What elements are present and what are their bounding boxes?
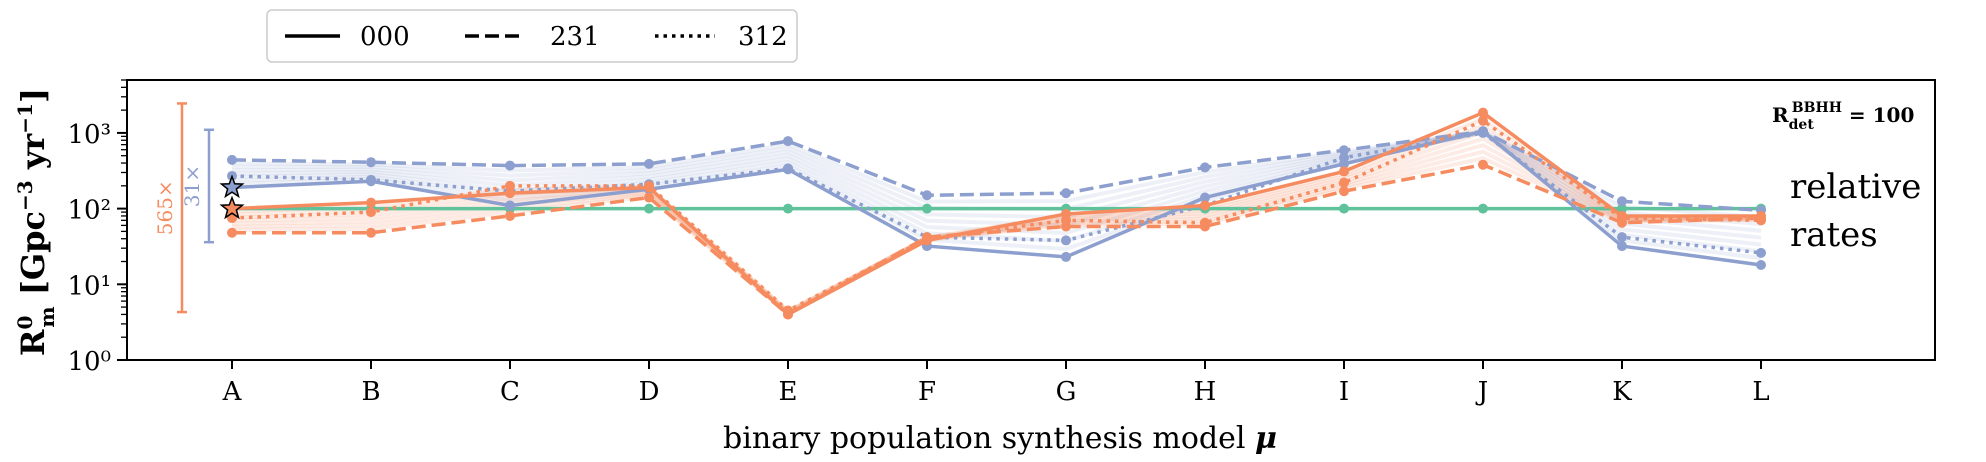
series-orange-dotted-point (644, 180, 654, 191)
relative-rates-line2: rates (1790, 215, 1878, 255)
series-orange-dashed-point (505, 210, 515, 221)
series-blue-dashed-point (1061, 188, 1071, 199)
legend-label-000: 000 (360, 22, 410, 52)
x-tick-label: J (1475, 377, 1488, 407)
series-green-solid-point (922, 203, 932, 214)
series-blue-dashed-point (1200, 162, 1210, 173)
series-orange-solid-point (505, 188, 515, 199)
x-tick-label: I (1339, 377, 1349, 407)
series-blue-dotted-point (1756, 247, 1766, 258)
x-tick-label: K (1612, 377, 1632, 407)
series-green-solid-point (783, 203, 793, 214)
series-green-solid-point (1617, 203, 1627, 214)
legend-label-312: 312 (738, 22, 788, 52)
series-orange-solid-line (231, 110, 1761, 317)
faint-blue-line-7 (231, 129, 1762, 220)
series-blue-dashed-point (227, 154, 237, 165)
bracket-orange-label: 565× (153, 180, 177, 235)
series-blue-dashed-point (505, 160, 515, 171)
series-orange-dashed-point (366, 227, 376, 238)
series-blue-dashed-point (922, 190, 932, 201)
series-blue-dotted-point (1478, 127, 1488, 138)
series-green-solid-point (1339, 203, 1349, 214)
series-orange-dashed-point (1478, 159, 1488, 170)
series-orange-dotted-point (1200, 217, 1210, 228)
series-orange-dotted-point (1339, 177, 1349, 188)
x-tick-label: B (361, 377, 380, 407)
series-green-solid-point (644, 203, 654, 214)
ratio-brackets: 565× 31× (153, 102, 214, 314)
x-tick-label: G (1056, 377, 1077, 407)
relative-rates-line1: relative (1790, 167, 1921, 207)
series-orange-dotted-line (231, 118, 1762, 313)
series-blue-dotted-point (1339, 152, 1349, 163)
series-orange-dotted-point (1756, 215, 1766, 226)
star-marker-orange (219, 195, 245, 220)
legend-label-231: 231 (550, 22, 600, 52)
y-tick-label: 10² (67, 196, 111, 226)
rdet-annotation: RdetBBHH = 100 (1772, 100, 1914, 133)
series-blue-solid-point (1200, 192, 1210, 203)
x-axis: A B C D E F G H I J K L (222, 360, 1770, 407)
marks-layer (219, 174, 245, 220)
y-tick-label: 10⁰ (67, 347, 111, 377)
svg-text:R0m [Gpc−3 yr−1]: R0m [Gpc−3 yr−1] (13, 88, 59, 356)
series-orange-dotted-point (1617, 213, 1627, 224)
x-tick-label: H (1194, 377, 1217, 407)
x-tick-label: C (500, 377, 520, 407)
series-blue-dashed-point (644, 158, 654, 169)
y-axis: 10⁰ 10¹ 10² 10³ (67, 79, 127, 377)
series-orange-dashed-point (227, 227, 237, 238)
y-tick-label: 10³ (67, 120, 111, 150)
series-orange-solid-point (1478, 107, 1488, 118)
bracket-blue-label: 31× (180, 165, 204, 207)
x-tick-label: E (779, 377, 798, 407)
series-blue-dotted-point (783, 163, 793, 174)
series-orange-dotted-point (366, 207, 376, 218)
series-blue-dotted-point (1617, 232, 1627, 243)
y-tick-label: 10¹ (67, 271, 111, 301)
x-tick-label: F (918, 377, 936, 407)
series-blue-dashed-point (366, 157, 376, 168)
series-blue-dashed-point (783, 136, 793, 147)
x-tick-label: A (222, 377, 243, 407)
x-tick-label: L (1752, 377, 1769, 407)
series-blue-dashed-point (1617, 196, 1627, 207)
series-orange-dashed-line (232, 162, 1762, 317)
series-blue-solid-point (505, 200, 515, 211)
series-orange-dashed-point (1339, 186, 1349, 197)
series-orange-dotted-point (1061, 215, 1071, 226)
series-blue-dashed-point (1339, 145, 1349, 156)
legend: 000 231 312 (266, 9, 798, 63)
series-orange-solid-point (1339, 166, 1349, 177)
series-blue-solid-point (1756, 259, 1766, 270)
faint-blue-line-4 (231, 129, 1762, 240)
series-orange-dotted-point (783, 305, 793, 316)
series-orange-solid-point (1200, 200, 1210, 211)
y-axis-label: R0m [Gpc−3 yr−1] (13, 88, 59, 356)
series-orange-dashed-point (644, 192, 654, 203)
series-orange-dotted-point (922, 233, 932, 244)
series-orange-dotted-point (1478, 115, 1488, 126)
x-tick-label: D (639, 377, 660, 407)
x-axis-label: binary population synthesis model μ (723, 421, 1277, 456)
series-blue-dotted-point (1061, 235, 1071, 246)
series-green-solid-point (1478, 203, 1488, 214)
series-blue-dotted-point (366, 174, 376, 185)
star-marker-blue (219, 174, 245, 199)
series-orange-solid-point (366, 197, 376, 208)
legend-box (266, 9, 798, 63)
series-blue-dashed-line (231, 129, 1762, 213)
series-orange-dotted-point (505, 180, 515, 191)
faint-blue-line-5 (231, 129, 1762, 233)
series-blue-solid-point (1617, 241, 1627, 252)
series-blue-solid-point (1061, 251, 1071, 262)
series-layer (227, 107, 1766, 320)
